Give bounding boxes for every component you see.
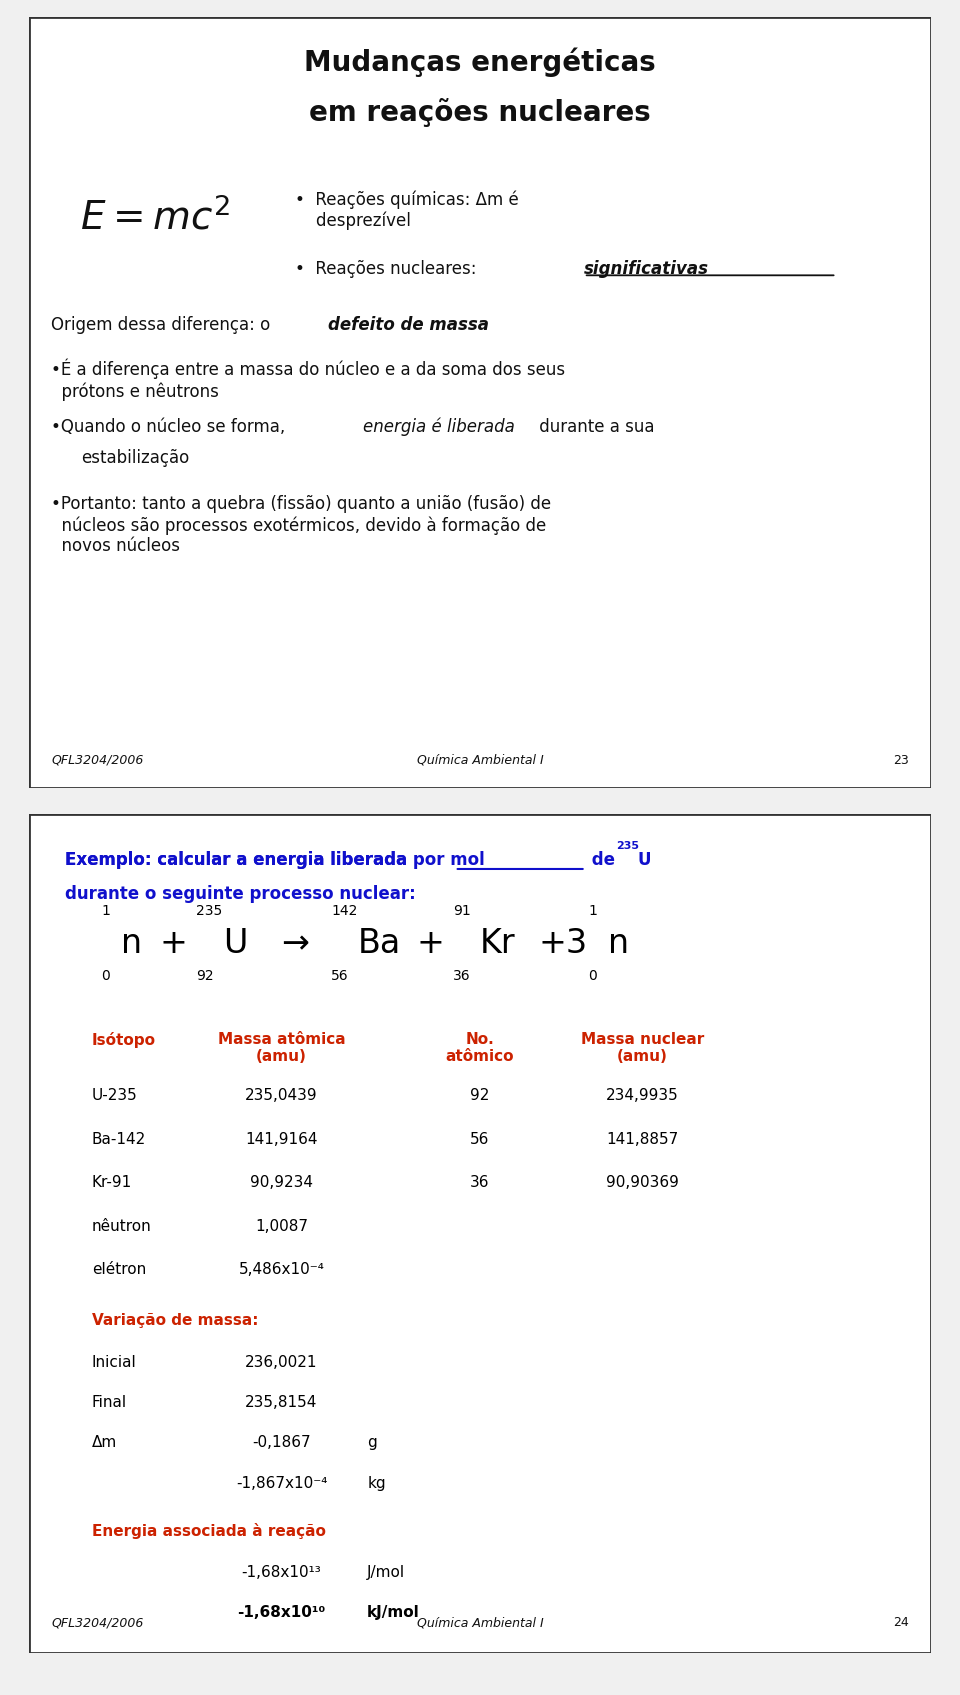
Text: J/mol: J/mol [367,1564,405,1580]
Text: 5,486x10⁻⁴: 5,486x10⁻⁴ [238,1263,324,1278]
Text: 36: 36 [453,970,470,983]
Text: Inicial: Inicial [92,1354,136,1370]
Text: Origem dessa diferença: o: Origem dessa diferença: o [52,317,276,334]
Text: kJ/mol: kJ/mol [367,1605,420,1620]
Text: +3: +3 [539,927,588,959]
Text: Química Ambiental I: Química Ambiental I [417,1615,543,1629]
Text: nêutron: nêutron [92,1219,152,1234]
Text: durante a sua: durante a sua [534,419,655,436]
Text: $E = mc^{2}$: $E = mc^{2}$ [80,198,230,237]
FancyBboxPatch shape [29,17,931,788]
Text: •Portanto: tanto a quebra (fissão) quanto a união (fusão) de
  núcleos são proce: •Portanto: tanto a quebra (fissão) quant… [52,495,551,556]
Text: 235: 235 [616,841,639,851]
Text: Ba: Ba [358,927,401,959]
Text: 92: 92 [196,970,213,983]
Text: 90,9234: 90,9234 [250,1175,313,1190]
Text: Kr-91: Kr-91 [92,1175,132,1190]
Text: U: U [637,851,652,870]
Text: 235,8154: 235,8154 [246,1395,318,1410]
Text: U: U [223,927,247,959]
Text: 141,9164: 141,9164 [245,1132,318,1146]
Text: Exemplo: calcular a energia liberada por mol: Exemplo: calcular a energia liberada por… [65,851,485,870]
Text: 36: 36 [470,1175,490,1190]
Text: Energia associada à reação: Energia associada à reação [92,1522,325,1539]
Text: estabilização: estabilização [82,449,189,466]
Text: 1: 1 [588,905,597,919]
Text: +: + [417,927,444,959]
Text: 235: 235 [196,905,222,919]
Text: n: n [121,927,142,959]
Text: de: de [587,851,621,870]
Text: •Quando o núcleo se forma,: •Quando o núcleo se forma, [52,419,291,436]
Text: 24: 24 [893,1615,908,1629]
Text: n: n [608,927,629,959]
Text: Mudanças energéticas: Mudanças energéticas [304,47,656,78]
Text: +: + [159,927,187,959]
Text: 91: 91 [453,905,470,919]
Text: -1,68x10¹⁰: -1,68x10¹⁰ [237,1605,325,1620]
Text: →: → [281,927,309,959]
Text: 56: 56 [331,970,348,983]
Text: 142: 142 [331,905,357,919]
Text: 0: 0 [588,970,597,983]
Text: 0: 0 [101,970,109,983]
Text: kg: kg [367,1476,386,1490]
Text: Química Ambiental I: Química Ambiental I [417,754,543,766]
Text: Kr: Kr [480,927,516,959]
Text: 56: 56 [470,1132,490,1146]
Text: Massa atômica
(amu): Massa atômica (amu) [218,1032,346,1064]
Text: durante o seguinte processo nuclear:: durante o seguinte processo nuclear: [65,885,416,903]
Text: 1: 1 [101,905,109,919]
Text: No.
atômico: No. atômico [445,1032,515,1064]
Text: Massa nuclear
(amu): Massa nuclear (amu) [581,1032,704,1064]
Text: Δm: Δm [92,1436,117,1451]
Text: 235,0439: 235,0439 [245,1088,318,1103]
FancyBboxPatch shape [29,814,931,1653]
Text: 92: 92 [470,1088,490,1103]
Text: elétron: elétron [92,1263,146,1278]
Text: U-235: U-235 [92,1088,137,1103]
Text: Exemplo: calcular a energia liberada: Exemplo: calcular a energia liberada [65,851,413,870]
Text: 236,0021: 236,0021 [245,1354,318,1370]
Text: 234,9935: 234,9935 [606,1088,679,1103]
Text: -0,1867: -0,1867 [252,1436,311,1451]
Text: -1,867x10⁻⁴: -1,867x10⁻⁴ [236,1476,327,1490]
Text: Ba-142: Ba-142 [92,1132,146,1146]
Text: •É a diferença entre a massa do núcleo e a da soma dos seus
  prótons e nêutrons: •É a diferença entre a massa do núcleo e… [52,359,565,400]
Text: Variação de massa:: Variação de massa: [92,1314,258,1327]
Text: Isótopo: Isótopo [92,1032,156,1048]
Text: 1,0087: 1,0087 [255,1219,308,1234]
Text: Final: Final [92,1395,127,1410]
Text: •  Reações químicas: Δm é
    desprezível: • Reações químicas: Δm é desprezível [295,190,518,231]
Text: 141,8857: 141,8857 [607,1132,679,1146]
Text: QFL3204/2006: QFL3204/2006 [52,1615,144,1629]
Text: QFL3204/2006: QFL3204/2006 [52,754,144,766]
Text: energia é liberada: energia é liberada [363,419,515,437]
Text: •  Reações nucleares:: • Reações nucleares: [295,259,482,278]
Text: -1,68x10¹³: -1,68x10¹³ [242,1564,322,1580]
Text: em reações nucleares: em reações nucleares [309,98,651,127]
Text: 90,90369: 90,90369 [606,1175,679,1190]
Text: defeito de massa: defeito de massa [328,317,490,334]
Text: 23: 23 [893,754,908,766]
Text: significativas: significativas [584,259,708,278]
Text: g: g [367,1436,377,1451]
